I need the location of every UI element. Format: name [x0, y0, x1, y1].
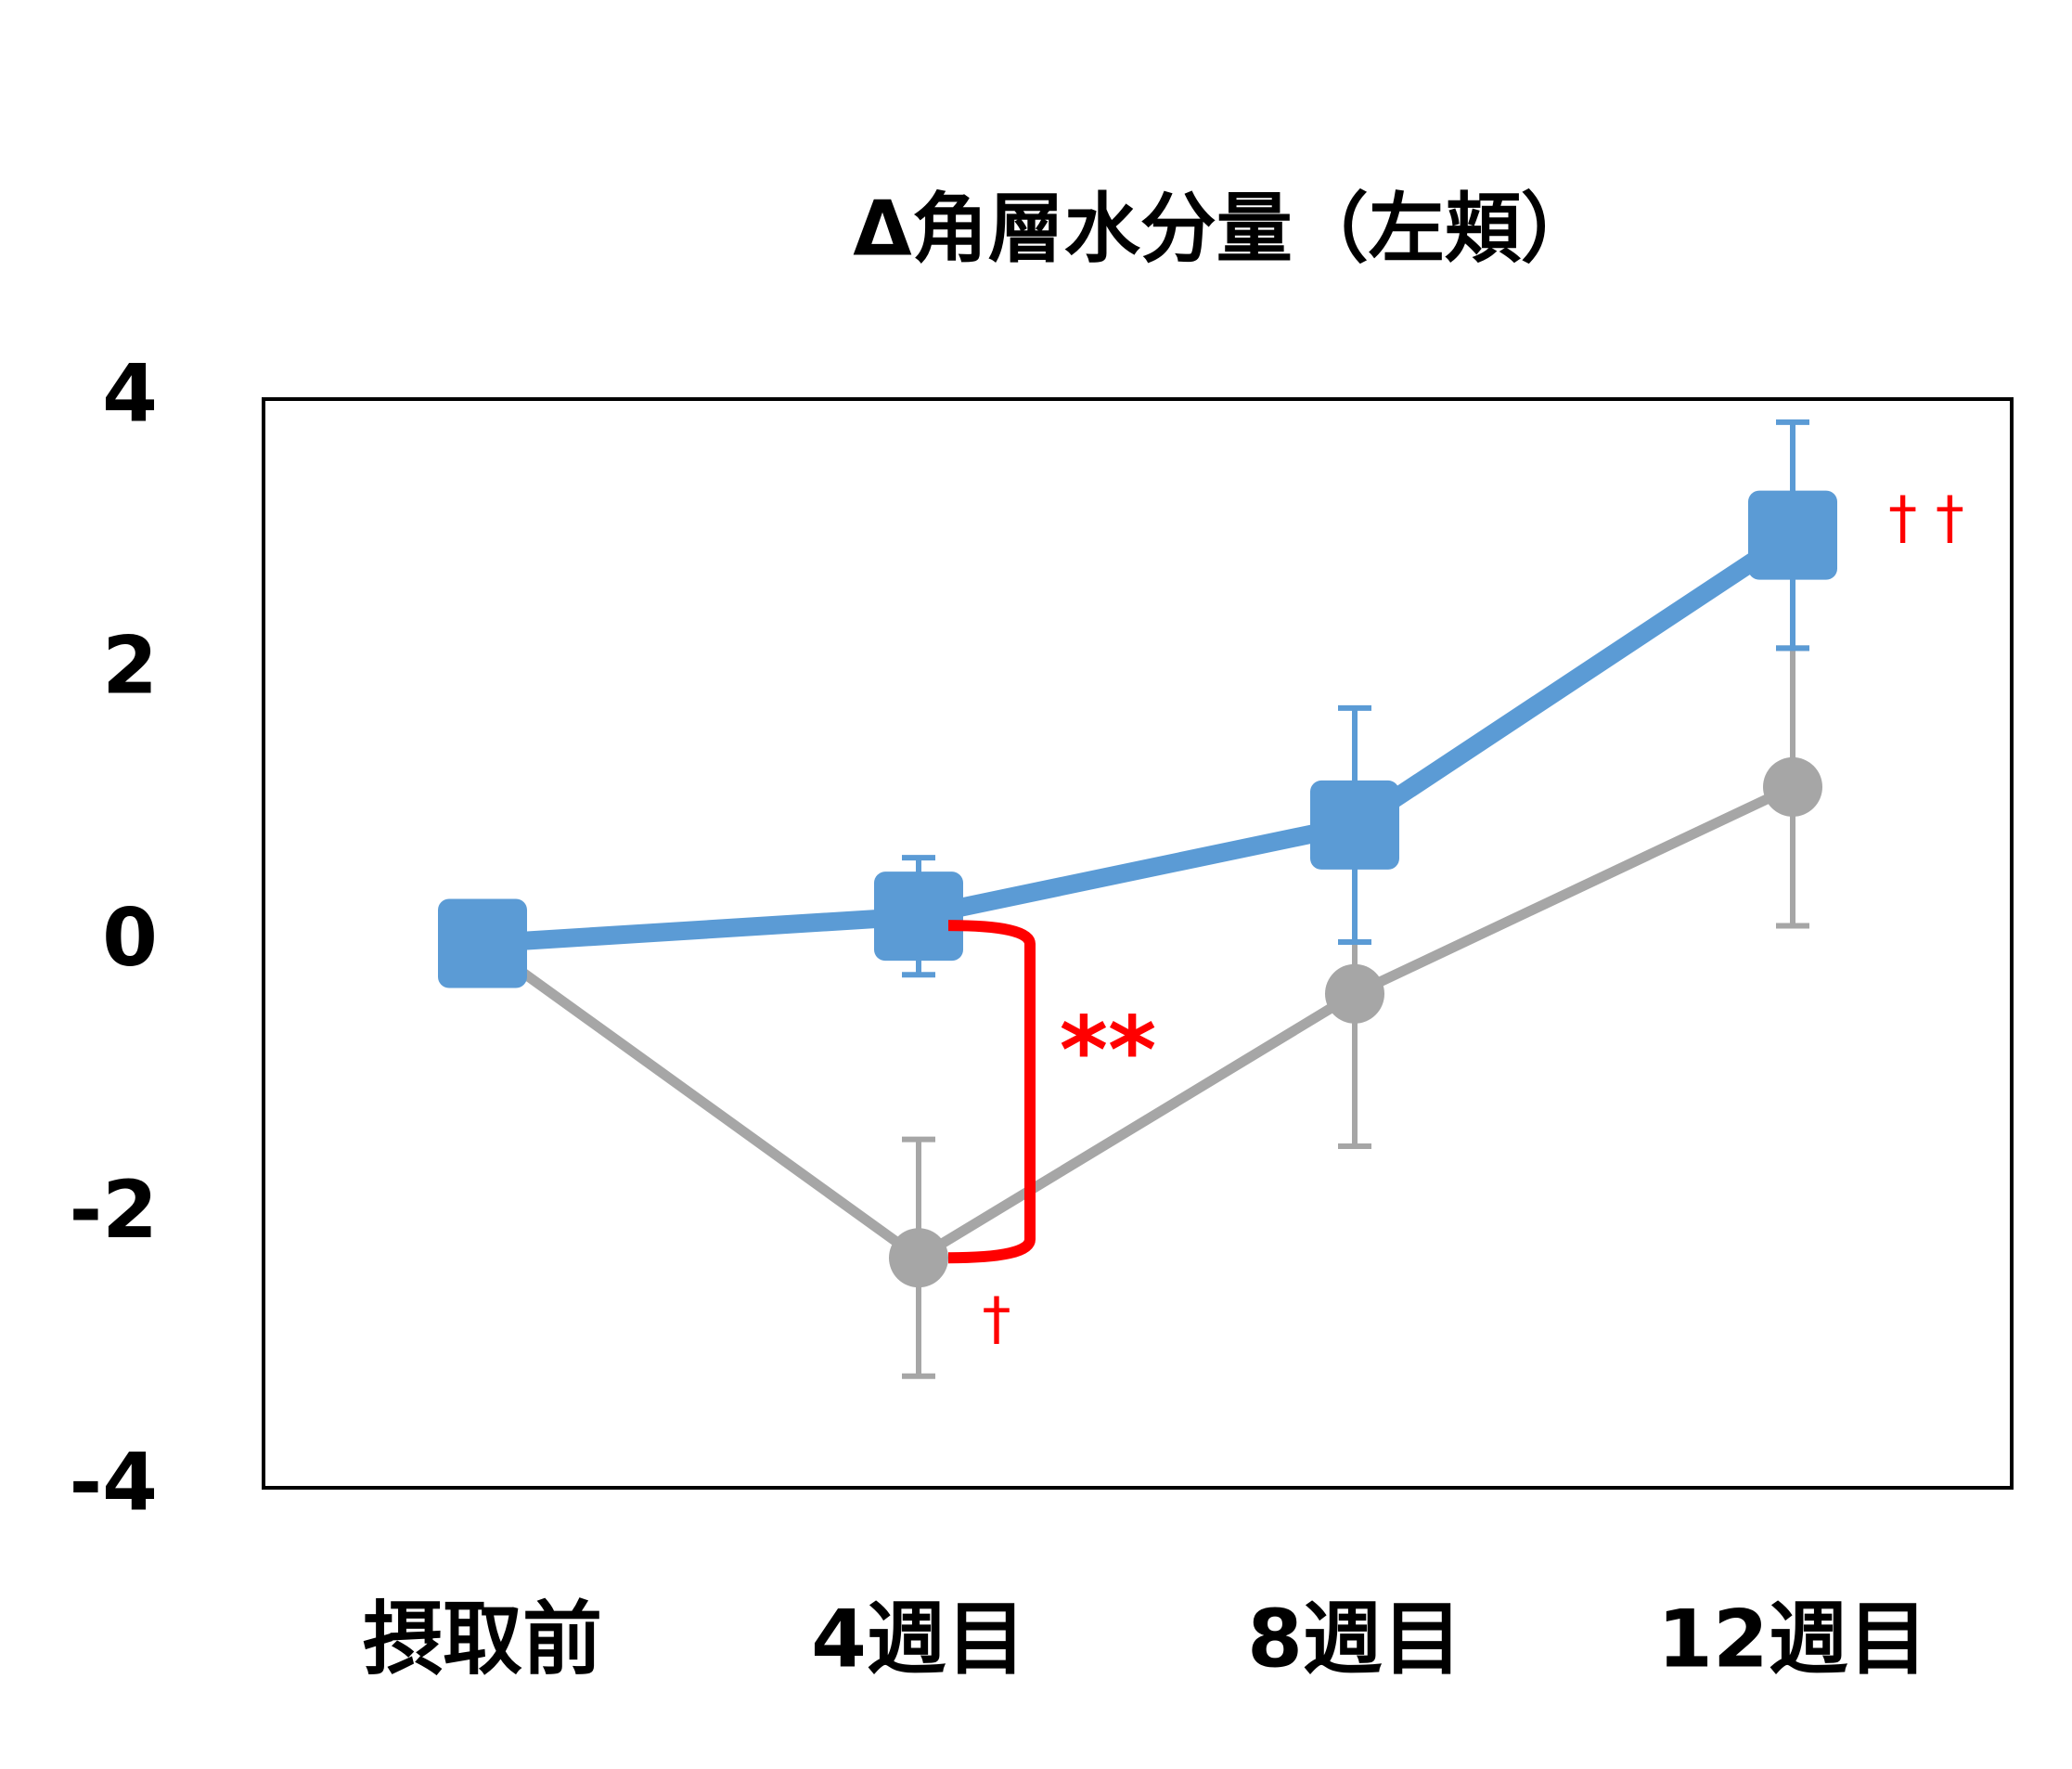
marker [1325, 963, 1384, 1024]
y-tick-label: -4 [69, 1436, 158, 1529]
marker [874, 872, 963, 962]
marker [1310, 780, 1399, 870]
annotation: ** [1060, 996, 1157, 1104]
plot-area [262, 397, 2014, 1490]
marker [1748, 490, 1837, 580]
x-tick-label: 12週目 [1657, 1593, 1928, 1685]
y-tick-label: 0 [102, 892, 158, 985]
y-tick-label: 4 [102, 347, 158, 440]
significance-bracket [947, 920, 1036, 1264]
y-tick-label: -2 [69, 1164, 158, 1257]
x-tick-label: 4週目 [811, 1593, 1026, 1685]
chart-title: Δ角層水分量（左頬） [853, 185, 1596, 273]
x-tick-label: 8週目 [1247, 1593, 1462, 1685]
annotation: † † [1888, 484, 1964, 551]
annotation: † [983, 1285, 1011, 1352]
series-line [482, 527, 1798, 953]
x-tick-label: 摂取前 [363, 1593, 602, 1685]
series-line [479, 781, 1795, 1263]
marker [1763, 756, 1822, 817]
marker [438, 898, 527, 988]
marker [889, 1228, 948, 1288]
y-tick-label: 2 [102, 620, 158, 713]
